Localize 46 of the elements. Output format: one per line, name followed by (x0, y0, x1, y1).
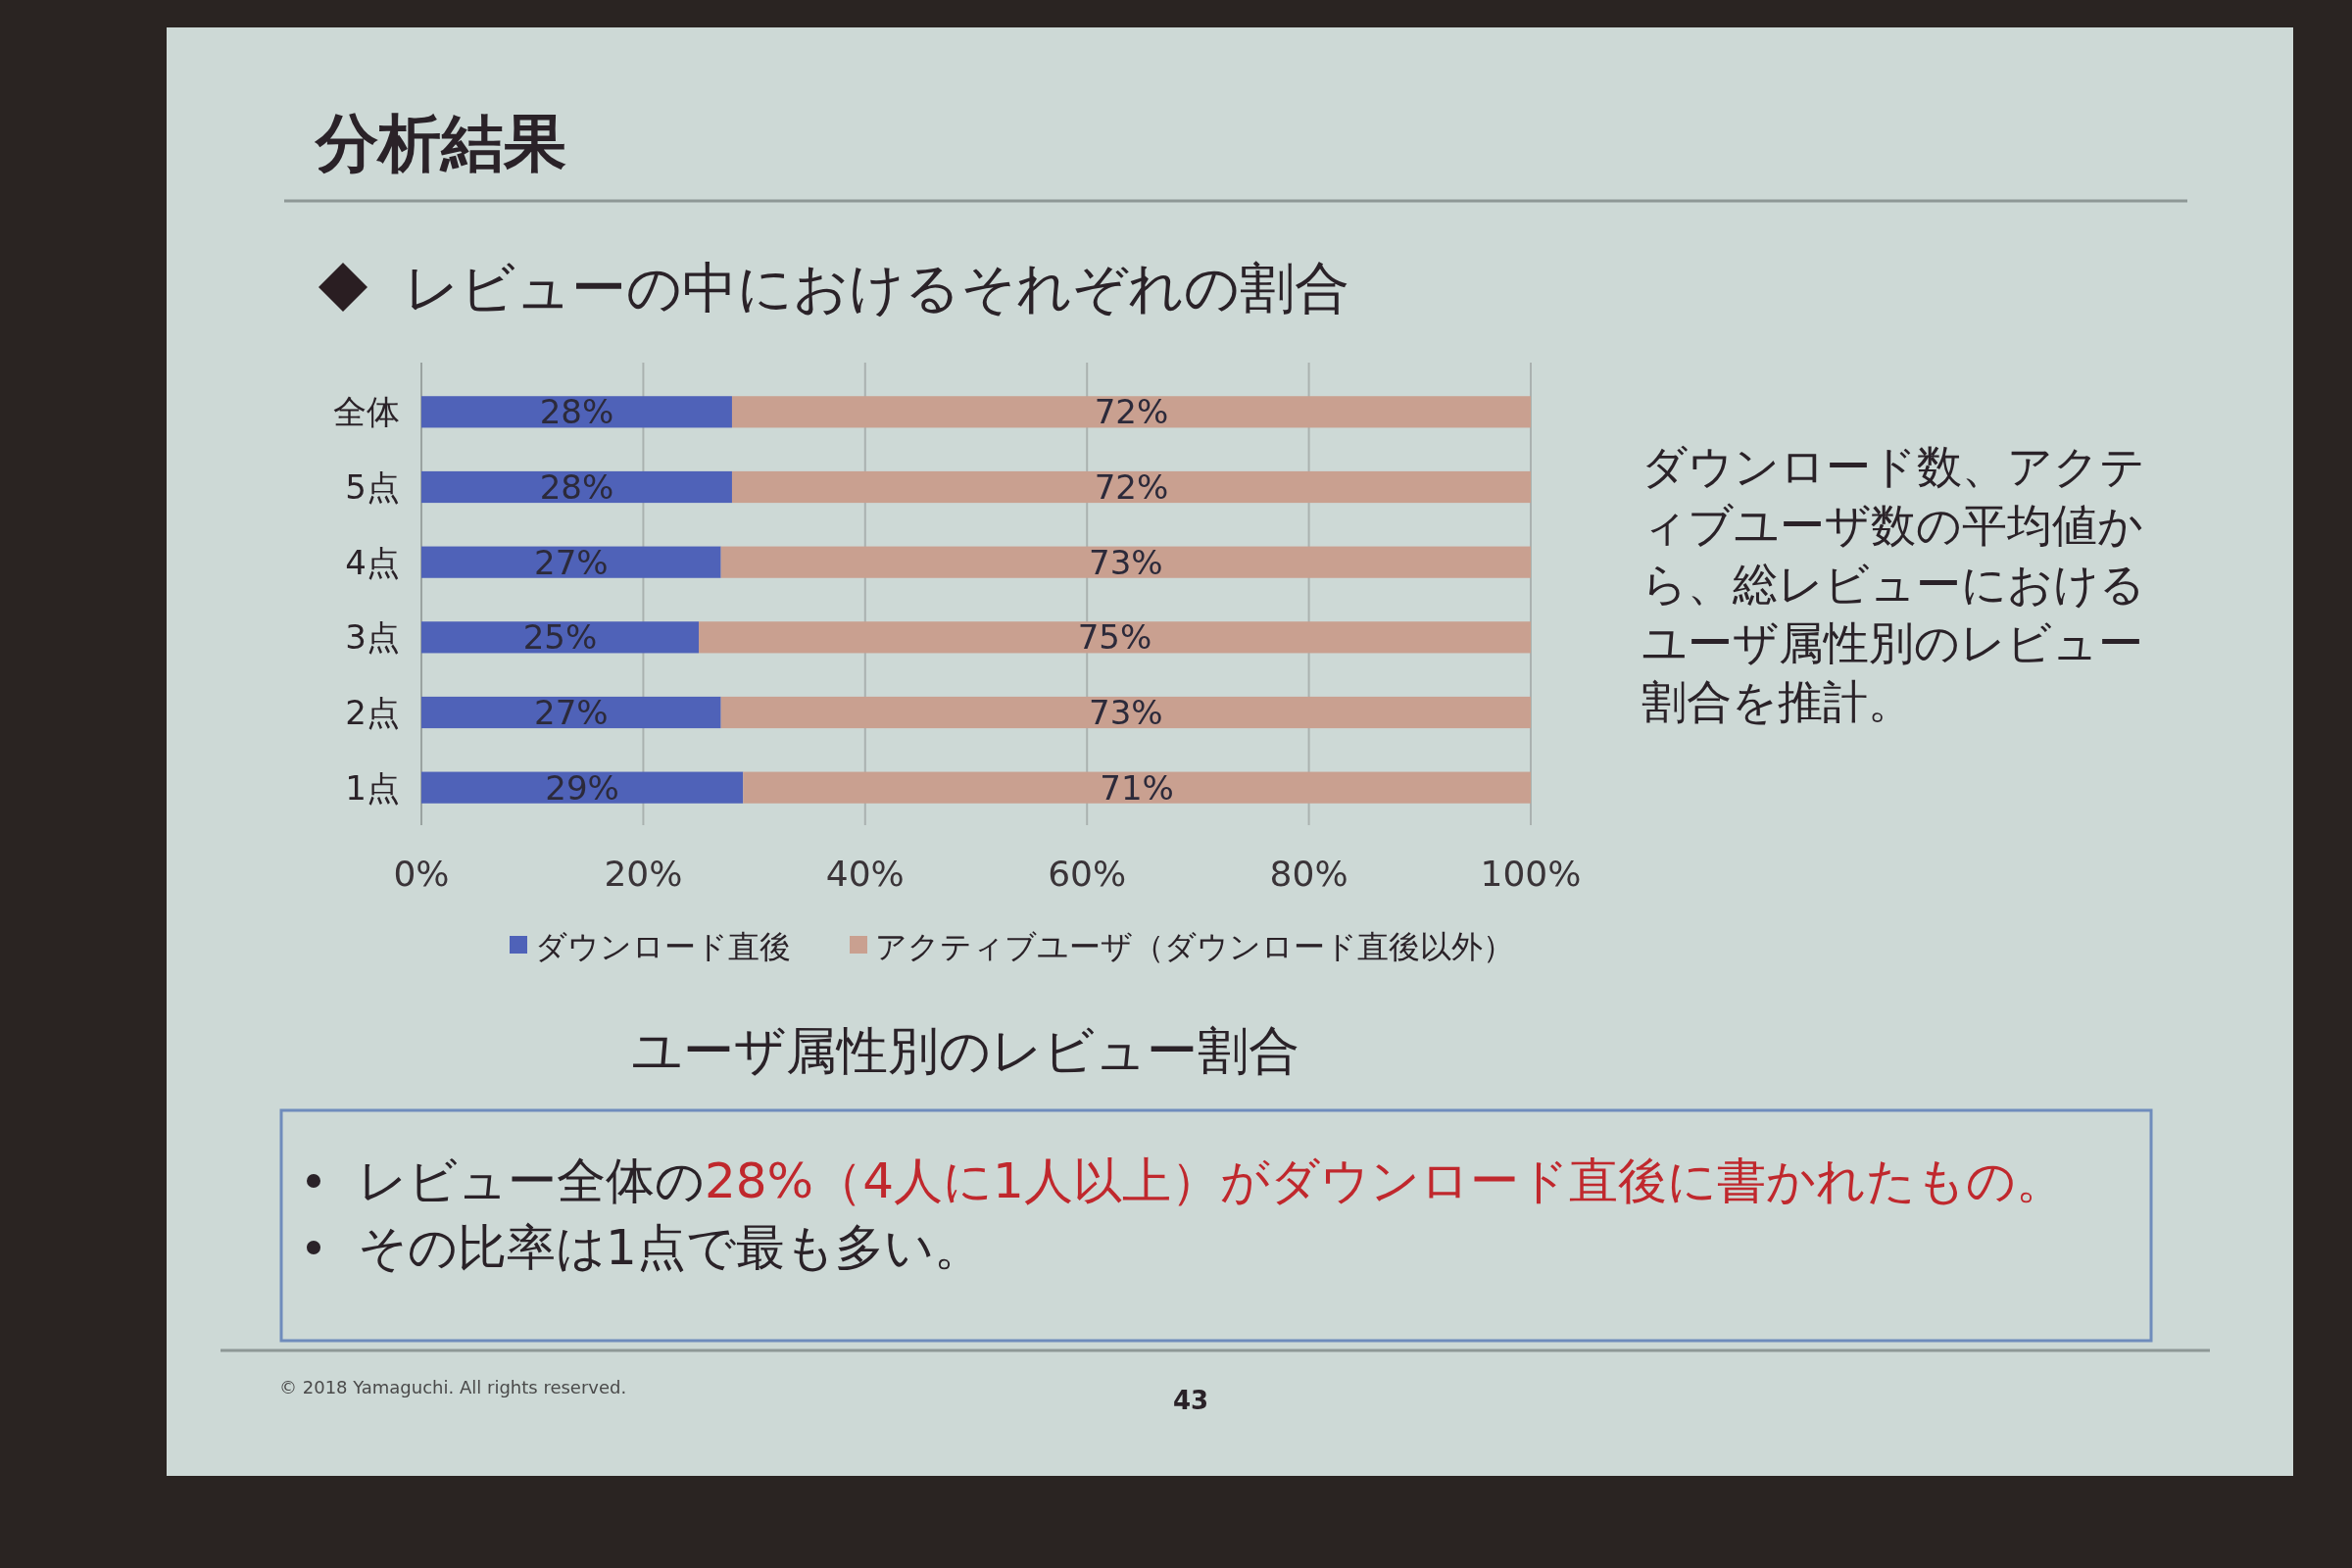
data-label: 29% (545, 767, 619, 808)
bar (731, 470, 1531, 504)
bar (421, 546, 721, 578)
data-label: 71% (1100, 767, 1174, 808)
y-tick-label: 4点 (345, 542, 400, 582)
x-tick-label: 40% (825, 854, 905, 894)
legend-label: ダウンロード直後 (535, 928, 791, 965)
text: 43 (1172, 1386, 1209, 1415)
y-tick-label: 全体 (333, 392, 400, 432)
y-tick-label: 2点 (345, 693, 400, 732)
y-tick-label: 3点 (345, 617, 400, 658)
legend-label: アクティブユーザ（ダウンロード直後以外） (875, 928, 1514, 965)
data-label: 25% (522, 617, 598, 658)
bar (421, 470, 732, 504)
x-tick-label: 20% (604, 854, 683, 894)
text: © 2018 Yamaguchi. All rights reserved. (279, 1377, 627, 1397)
bar (421, 621, 699, 654)
bar (731, 396, 1531, 428)
data-label: 72% (1094, 467, 1169, 507)
data-label: 75% (1077, 617, 1152, 658)
bar (699, 621, 1531, 654)
chart-title: 分析結果 (314, 107, 566, 179)
x-tick-label: 0% (393, 854, 450, 894)
chart-subtitle: レビューの中におけるそれぞれの割合 (404, 256, 1349, 319)
y-tick-label: 1点 (345, 767, 400, 808)
bar (720, 546, 1531, 578)
y-tick-label: 5点 (345, 467, 400, 507)
text: その比率は1点で最も多い。 (358, 1219, 983, 1276)
data-label: 28% (539, 392, 614, 432)
bar (720, 696, 1531, 729)
bar (743, 771, 1531, 804)
data-label: 73% (1089, 542, 1163, 582)
data-label: 27% (534, 693, 609, 732)
x-tick-label: 100% (1480, 854, 1582, 894)
x-tick-label: 80% (1269, 854, 1348, 894)
data-label: 72% (1094, 392, 1169, 432)
bar (421, 696, 721, 729)
text: ダウンロード数、アクティブユーザ数の平均値から、総レビューにおけるユーザ属性別のレビュー割合を推計。 (1642, 440, 2145, 728)
data-label: 73% (1089, 693, 1163, 732)
x-tick-label: 60% (1048, 854, 1127, 894)
text: ユーザ属性別のレビュー割合 (631, 1021, 1299, 1080)
bar (421, 771, 744, 804)
bar (421, 396, 732, 428)
text: レビュー全体の28%（4人に1人以上）がダウンロード直後に書かれたもの。 (358, 1152, 2065, 1209)
data-label: 27% (534, 542, 609, 582)
data-label: 28% (539, 467, 614, 507)
